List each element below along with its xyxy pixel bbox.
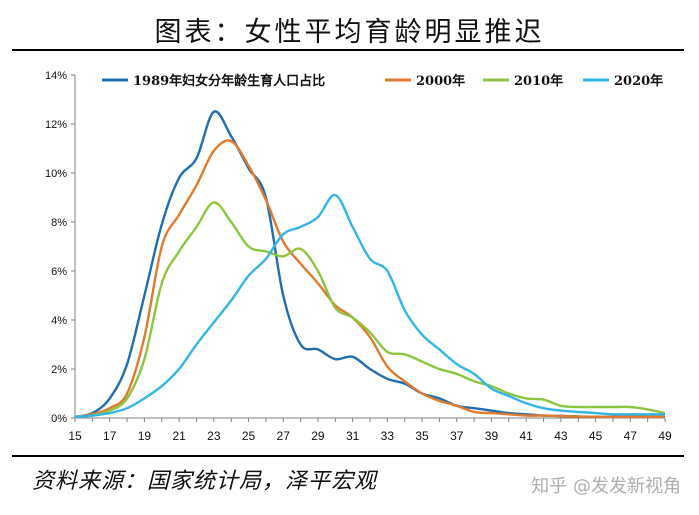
x-tick-label: 41 xyxy=(519,429,533,443)
x-tick-label: 27 xyxy=(277,429,291,443)
x-tick-label: 37 xyxy=(450,429,464,443)
x-tick-label: 47 xyxy=(624,429,638,443)
x-tick-label: 21 xyxy=(172,429,186,443)
x-tick-label: 33 xyxy=(381,429,395,443)
y-tick-label: 2% xyxy=(51,364,67,376)
chart-title: 图表：女性平均育龄明显推迟 xyxy=(154,17,545,48)
legend-label-2: 2010年 xyxy=(514,73,563,89)
series-line-3 xyxy=(74,193,665,418)
x-tick-label: 43 xyxy=(554,429,568,443)
series-line-0 xyxy=(74,110,665,419)
x-tick-label: 19 xyxy=(138,429,152,443)
series-line-1 xyxy=(74,139,665,419)
x-tick-label: 15 xyxy=(68,429,82,443)
x-tick-label: 25 xyxy=(242,429,256,443)
y-tick-label: 4% xyxy=(51,315,67,327)
watermark: 知乎 @发发新视角 xyxy=(531,476,681,497)
y-tick-label: 12% xyxy=(45,119,67,131)
title-divider xyxy=(12,49,684,51)
x-tick-label: 29 xyxy=(311,429,325,443)
y-tick-label: 0% xyxy=(51,413,67,425)
x-tick-label: 17 xyxy=(103,429,117,443)
source-divider xyxy=(12,455,684,457)
source-note: 资料来源：国家统计局，泽平宏观 xyxy=(32,469,378,494)
x-tick-label: 35 xyxy=(415,429,429,443)
x-tick-label: 45 xyxy=(589,429,603,443)
y-tick-label: 6% xyxy=(51,266,67,278)
y-tick-label: 10% xyxy=(45,168,67,180)
y-tick-label: 8% xyxy=(51,217,67,229)
x-tick-label: 49 xyxy=(658,429,672,443)
legend-label-0: 1989年妇女分年龄生育人口占比 xyxy=(133,73,325,89)
legend-label-3: 2020年 xyxy=(614,73,663,89)
y-tick-label: 14% xyxy=(45,70,67,82)
x-tick-label: 31 xyxy=(346,429,360,443)
legend-label-1: 2000年 xyxy=(416,73,465,89)
x-tick-label: 23 xyxy=(207,429,221,443)
series-line-2 xyxy=(74,201,666,418)
x-tick-label: 39 xyxy=(485,429,499,443)
